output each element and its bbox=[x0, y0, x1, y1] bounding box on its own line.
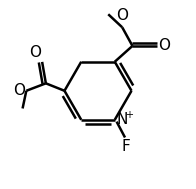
Text: F: F bbox=[122, 139, 130, 154]
Text: N: N bbox=[117, 112, 128, 127]
Text: O: O bbox=[29, 45, 41, 60]
Text: O: O bbox=[13, 83, 25, 98]
Text: +: + bbox=[125, 110, 133, 120]
Text: O: O bbox=[116, 8, 128, 23]
Text: O: O bbox=[158, 38, 170, 53]
